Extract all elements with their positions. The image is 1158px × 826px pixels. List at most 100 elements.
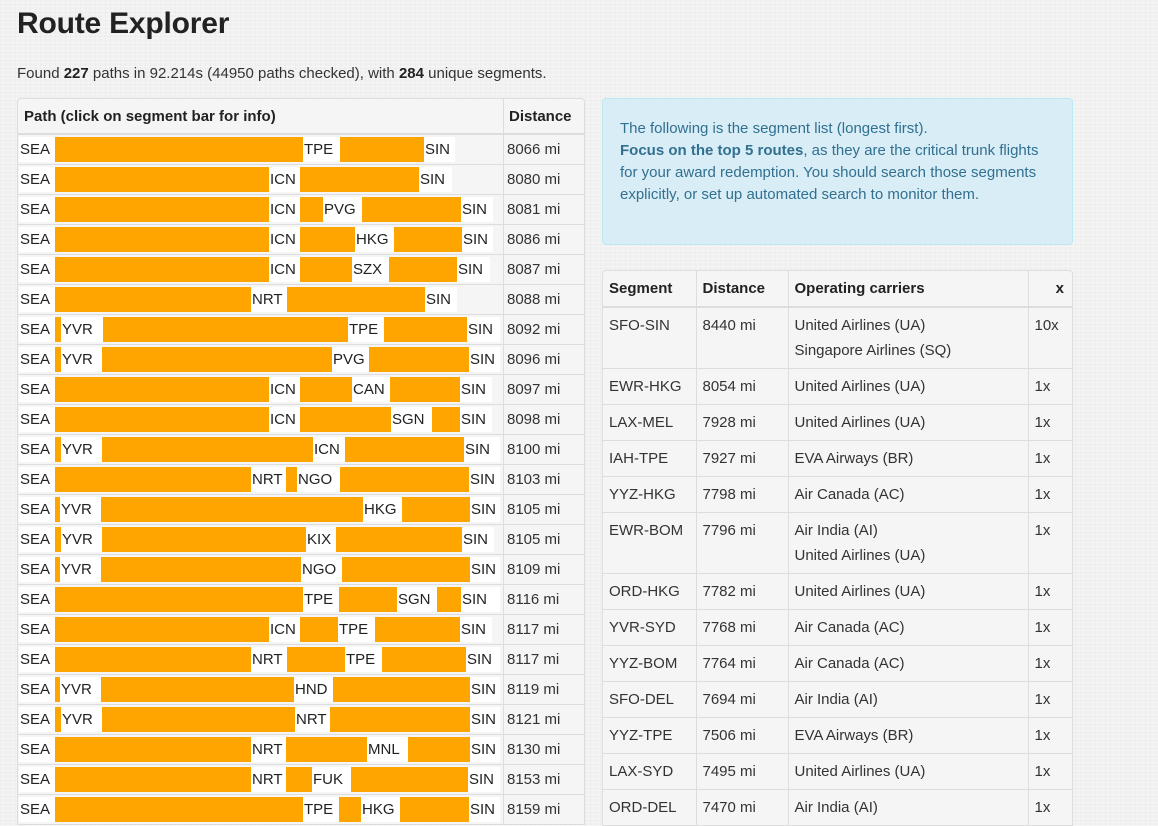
segment-bar[interactable]	[55, 677, 60, 702]
segment-row: SFO-SIN 8440 mi United Airlines (UA) Singap…	[603, 307, 1072, 369]
segment-bar[interactable]	[286, 467, 297, 492]
path-distance: 8092 mi	[507, 321, 561, 338]
segment-bar[interactable]	[103, 317, 348, 342]
segment-bar[interactable]	[55, 257, 269, 282]
segment-bar[interactable]	[102, 437, 313, 462]
airport-label: SIN	[457, 257, 490, 282]
airport-label: SIN	[470, 557, 500, 582]
segment-bar[interactable]	[351, 767, 468, 792]
segment-bar[interactable]	[333, 677, 470, 702]
segment-bar[interactable]	[300, 197, 323, 222]
path-row: SEA TPE SIN 8066 mi	[18, 135, 584, 165]
airport-label: SEA	[19, 317, 55, 342]
segment-bar[interactable]	[55, 647, 251, 672]
segment-bar[interactable]	[55, 347, 61, 372]
segment-bar[interactable]	[300, 227, 355, 252]
segment-bar[interactable]	[330, 707, 470, 732]
path-row: SEA YVR KIX SIN 8105 mi	[18, 525, 584, 555]
segment-bar[interactable]	[400, 797, 469, 822]
path-cell: SEA YVR ICN SIN	[18, 435, 504, 464]
segment-bar[interactable]	[55, 167, 269, 192]
segment-row: ORD-DEL 7470 mi Air India (AI) 1x	[603, 789, 1072, 826]
segment-bar[interactable]	[55, 317, 61, 342]
segment-count: 1x	[1028, 645, 1072, 682]
segment-bar[interactable]	[340, 467, 469, 492]
segment-row: YYZ-TPE 7506 mi EVA Airways (BR) 1x	[603, 717, 1072, 754]
segment-bar[interactable]	[287, 287, 425, 312]
path-distance: 8087 mi	[507, 261, 561, 278]
segment-bar[interactable]	[382, 647, 466, 672]
segment-bar[interactable]	[101, 557, 301, 582]
airport-label: SEA	[19, 797, 55, 822]
segment-bar[interactable]	[339, 797, 361, 822]
path-column-header: Path (click on segment bar for info)	[18, 99, 504, 133]
segment-bar[interactable]	[300, 377, 352, 402]
segment-bar[interactable]	[55, 617, 269, 642]
segment-bar[interactable]	[286, 767, 312, 792]
path-row: SEA YVR ICN SIN 8100 mi	[18, 435, 584, 465]
segment-bar[interactable]	[55, 377, 269, 402]
airport-label: SIN	[419, 167, 452, 192]
segment-bar[interactable]	[369, 347, 469, 372]
airport-label: TPE	[345, 647, 382, 672]
segment-bar[interactable]	[300, 167, 419, 192]
segment-bar[interactable]	[102, 527, 306, 552]
segment-bar[interactable]	[300, 407, 391, 432]
airport-label: SIN	[469, 467, 500, 492]
segment-bar[interactable]	[102, 707, 295, 732]
operating-carriers: EVA Airways (BR)	[788, 717, 1029, 754]
segment-bar[interactable]	[340, 137, 424, 162]
segment-bar[interactable]	[390, 377, 460, 402]
segment-bar[interactable]	[55, 287, 251, 312]
segment-bar[interactable]	[384, 317, 467, 342]
segment-bar[interactable]	[287, 647, 345, 672]
airport-label: YVR	[60, 677, 101, 702]
segment-bar[interactable]	[55, 707, 61, 732]
segment-bar[interactable]	[55, 197, 269, 222]
segment-bar[interactable]	[336, 527, 462, 552]
segment-count: 10x	[1028, 307, 1072, 369]
airport-label: ICN	[269, 407, 300, 432]
segment-bar[interactable]	[339, 587, 397, 612]
airport-label: PVG	[332, 347, 369, 372]
segment-bar[interactable]	[55, 737, 251, 762]
segment-bar[interactable]	[394, 227, 462, 252]
segment-bar[interactable]	[55, 797, 303, 822]
segment-bar[interactable]	[101, 497, 363, 522]
segment-code: IAH-TPE	[603, 440, 697, 477]
segment-bar[interactable]	[55, 407, 269, 432]
segment-bar[interactable]	[55, 527, 61, 552]
segment-bar[interactable]	[55, 767, 251, 792]
segment-bar[interactable]	[437, 587, 461, 612]
alert-line1: The following is the segment list (longe…	[620, 120, 928, 137]
path-row: SEA ICN SGN SIN 8098 mi	[18, 405, 584, 435]
segment-bar[interactable]	[362, 197, 461, 222]
segment-bar[interactable]	[300, 257, 352, 282]
segment-bar[interactable]	[102, 347, 332, 372]
segment-bar[interactable]	[55, 557, 60, 582]
segment-bar[interactable]	[101, 677, 294, 702]
segment-bar[interactable]	[402, 497, 470, 522]
segment-bar[interactable]	[55, 137, 303, 162]
path-cell: SEA TPE HKG SIN	[18, 795, 504, 824]
segment-bar[interactable]	[55, 587, 303, 612]
segment-bar[interactable]	[286, 737, 367, 762]
segment-bar[interactable]	[342, 557, 470, 582]
segment-bar[interactable]	[432, 407, 460, 432]
segment-bar[interactable]	[55, 497, 60, 522]
segment-bar[interactable]	[55, 467, 251, 492]
segment-bar[interactable]	[345, 437, 464, 462]
path-row: SEA TPE SGN SIN 8116 mi	[18, 585, 584, 615]
airport-label: SEA	[19, 527, 55, 552]
path-cell: SEA YVR TPE SIN	[18, 315, 504, 344]
segment-column-header: Segment	[603, 271, 697, 308]
airport-label: YVR	[61, 347, 102, 372]
operating-carriers: EVA Airways (BR)	[788, 440, 1029, 477]
airport-label: SEA	[19, 287, 55, 312]
segment-bar[interactable]	[389, 257, 457, 282]
segment-bar[interactable]	[55, 227, 269, 252]
segment-bar[interactable]	[300, 617, 338, 642]
segment-bar[interactable]	[375, 617, 460, 642]
segment-bar[interactable]	[408, 737, 470, 762]
segment-bar[interactable]	[55, 437, 61, 462]
